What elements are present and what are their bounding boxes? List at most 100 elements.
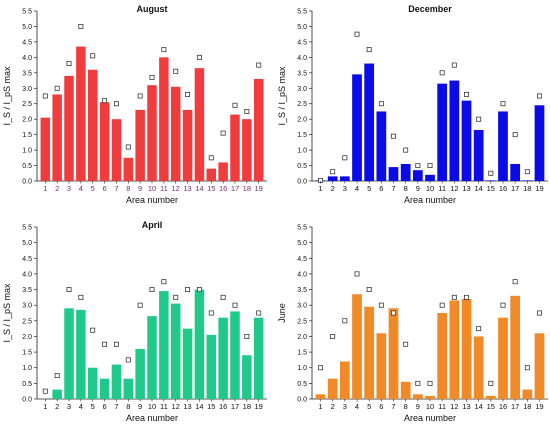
june-bar-19 bbox=[534, 333, 545, 399]
december-bar-12 bbox=[449, 80, 460, 181]
august-x-tick-label: 7 bbox=[114, 184, 118, 193]
august-x-tick-label: 17 bbox=[231, 184, 239, 193]
april-x-tick-label: 3 bbox=[67, 402, 71, 411]
august-bar-18 bbox=[242, 119, 252, 181]
june-marker-15 bbox=[488, 380, 494, 386]
april-y-tick-label: 0.5 bbox=[22, 381, 32, 388]
august-marker-16 bbox=[220, 130, 226, 136]
august-y-tick-label: 5.5 bbox=[22, 9, 32, 16]
june-bar-17 bbox=[510, 295, 521, 399]
august-y-tick-label: 0.0 bbox=[22, 179, 32, 186]
april-y-tick-label: 4.5 bbox=[22, 256, 32, 263]
june-marker-1 bbox=[318, 365, 323, 371]
august-x-tick-label: 8 bbox=[126, 184, 130, 193]
june-x-tick-label: 3 bbox=[343, 402, 347, 411]
april-marker-8 bbox=[125, 357, 131, 363]
december-y-tick-label: 5.5 bbox=[297, 9, 307, 16]
june-bar-13 bbox=[461, 298, 472, 399]
april-marker-19 bbox=[256, 310, 262, 316]
august-x-tick-label: 3 bbox=[67, 184, 71, 193]
june-y-tick-label: 1.0 bbox=[297, 365, 307, 372]
april-bar-8 bbox=[123, 378, 134, 399]
august-x-tick-label: 9 bbox=[138, 184, 142, 193]
april-y-tick-label: 1.0 bbox=[22, 365, 32, 372]
april-x-tick-label: 17 bbox=[231, 402, 239, 411]
april-x-tick-label: 11 bbox=[160, 402, 168, 411]
august-y-tick-label: 1.5 bbox=[22, 132, 32, 139]
june-bar-6 bbox=[376, 333, 387, 399]
april-bar-18 bbox=[242, 355, 252, 399]
december-x-tick-label: 16 bbox=[499, 184, 507, 193]
june-marker-11 bbox=[439, 302, 445, 308]
august-marker-2 bbox=[54, 85, 60, 91]
december-chart-panel: 0.00.51.01.52.02.53.03.54.04.55.05.51 2 3 4… bbox=[277, 4, 548, 205]
december-marker-13 bbox=[464, 92, 469, 97]
april-marker-12 bbox=[173, 294, 179, 300]
june-bar-3 bbox=[339, 361, 350, 399]
december-x-tick-label: 17 bbox=[511, 184, 519, 193]
april-y-axis-label: I_S / I_pS max bbox=[2, 283, 12, 343]
april-x-tick-label: 14 bbox=[195, 402, 203, 411]
august-bar-9 bbox=[135, 109, 145, 181]
june-y-tick-label: 4.5 bbox=[297, 256, 307, 263]
august-bar-19 bbox=[253, 79, 264, 181]
december-x-tick-label: 10 bbox=[426, 184, 434, 193]
june-x-tick-label: 16 bbox=[499, 402, 507, 411]
april-marker-18 bbox=[244, 334, 250, 339]
december-bar-10 bbox=[425, 174, 435, 181]
december-y-tick-label: 1.0 bbox=[297, 148, 307, 155]
august-x-tick-label: 10 bbox=[148, 184, 156, 193]
april-marker-5 bbox=[90, 327, 96, 333]
december-x-tick-label: 18 bbox=[523, 184, 531, 193]
august-y-tick-label: 0.5 bbox=[22, 163, 32, 170]
april-bar-13 bbox=[182, 328, 193, 399]
december-bar-4 bbox=[352, 74, 362, 181]
december-x-tick-label: 15 bbox=[487, 184, 495, 193]
april-marker-10 bbox=[149, 287, 155, 292]
december-x-tick-label: 13 bbox=[462, 184, 470, 193]
december-y-tick-label: 5.0 bbox=[297, 24, 307, 31]
june-y-tick-label: 5.0 bbox=[297, 240, 307, 247]
december-marker-2 bbox=[330, 169, 336, 175]
august-marker-18 bbox=[244, 109, 250, 114]
august-x-tick-label: 19 bbox=[255, 184, 263, 193]
august-x-tick-label: 12 bbox=[172, 184, 180, 193]
august-x-tick-label: 14 bbox=[195, 184, 203, 193]
june-bar-16 bbox=[498, 317, 508, 399]
april-marker-9 bbox=[137, 302, 143, 308]
december-x-tick-label: 2 bbox=[331, 184, 335, 193]
december-y-tick-label: 0.0 bbox=[297, 179, 307, 186]
august-bar-2 bbox=[52, 94, 62, 181]
august-bar-16 bbox=[218, 162, 228, 181]
december-marker-16 bbox=[500, 101, 506, 107]
august-marker-9 bbox=[137, 93, 143, 99]
april-bar-12 bbox=[170, 303, 181, 399]
august-marker-6 bbox=[102, 98, 108, 104]
june-chart-panel: 0.00.51.01.52.02.53.03.54.04.55.05.51 2 3 4… bbox=[277, 225, 548, 423]
december-x-tick-label: 6 bbox=[379, 184, 383, 193]
august-bar-13 bbox=[182, 109, 193, 181]
december-bar-2 bbox=[327, 176, 338, 181]
august-marker-7 bbox=[113, 101, 119, 107]
august-marker-15 bbox=[208, 155, 214, 161]
december-marker-17 bbox=[512, 132, 518, 138]
april-x-tick-label: 15 bbox=[207, 402, 215, 411]
december-bar-19 bbox=[534, 105, 545, 181]
august-marker-8 bbox=[125, 144, 131, 150]
april-marker-15 bbox=[208, 310, 214, 316]
december-bar-13 bbox=[461, 100, 472, 181]
june-bar-4 bbox=[352, 294, 362, 399]
april-bar-16 bbox=[218, 317, 228, 399]
december-x-tick-label: 9 bbox=[416, 184, 420, 193]
april-y-tick-label: 2.0 bbox=[22, 334, 32, 341]
june-x-tick-label: 5 bbox=[367, 402, 371, 411]
april-x-tick-label: 4 bbox=[79, 402, 83, 411]
december-y-tick-label: 4.5 bbox=[297, 39, 307, 46]
june-marker-9 bbox=[415, 380, 421, 386]
august-marker-10 bbox=[149, 75, 155, 80]
june-x-tick-label: 12 bbox=[450, 402, 458, 411]
june-bar-15 bbox=[485, 395, 496, 399]
december-marker-11 bbox=[439, 70, 445, 76]
december-bar-8 bbox=[400, 164, 411, 181]
april-marker-1 bbox=[42, 388, 48, 394]
